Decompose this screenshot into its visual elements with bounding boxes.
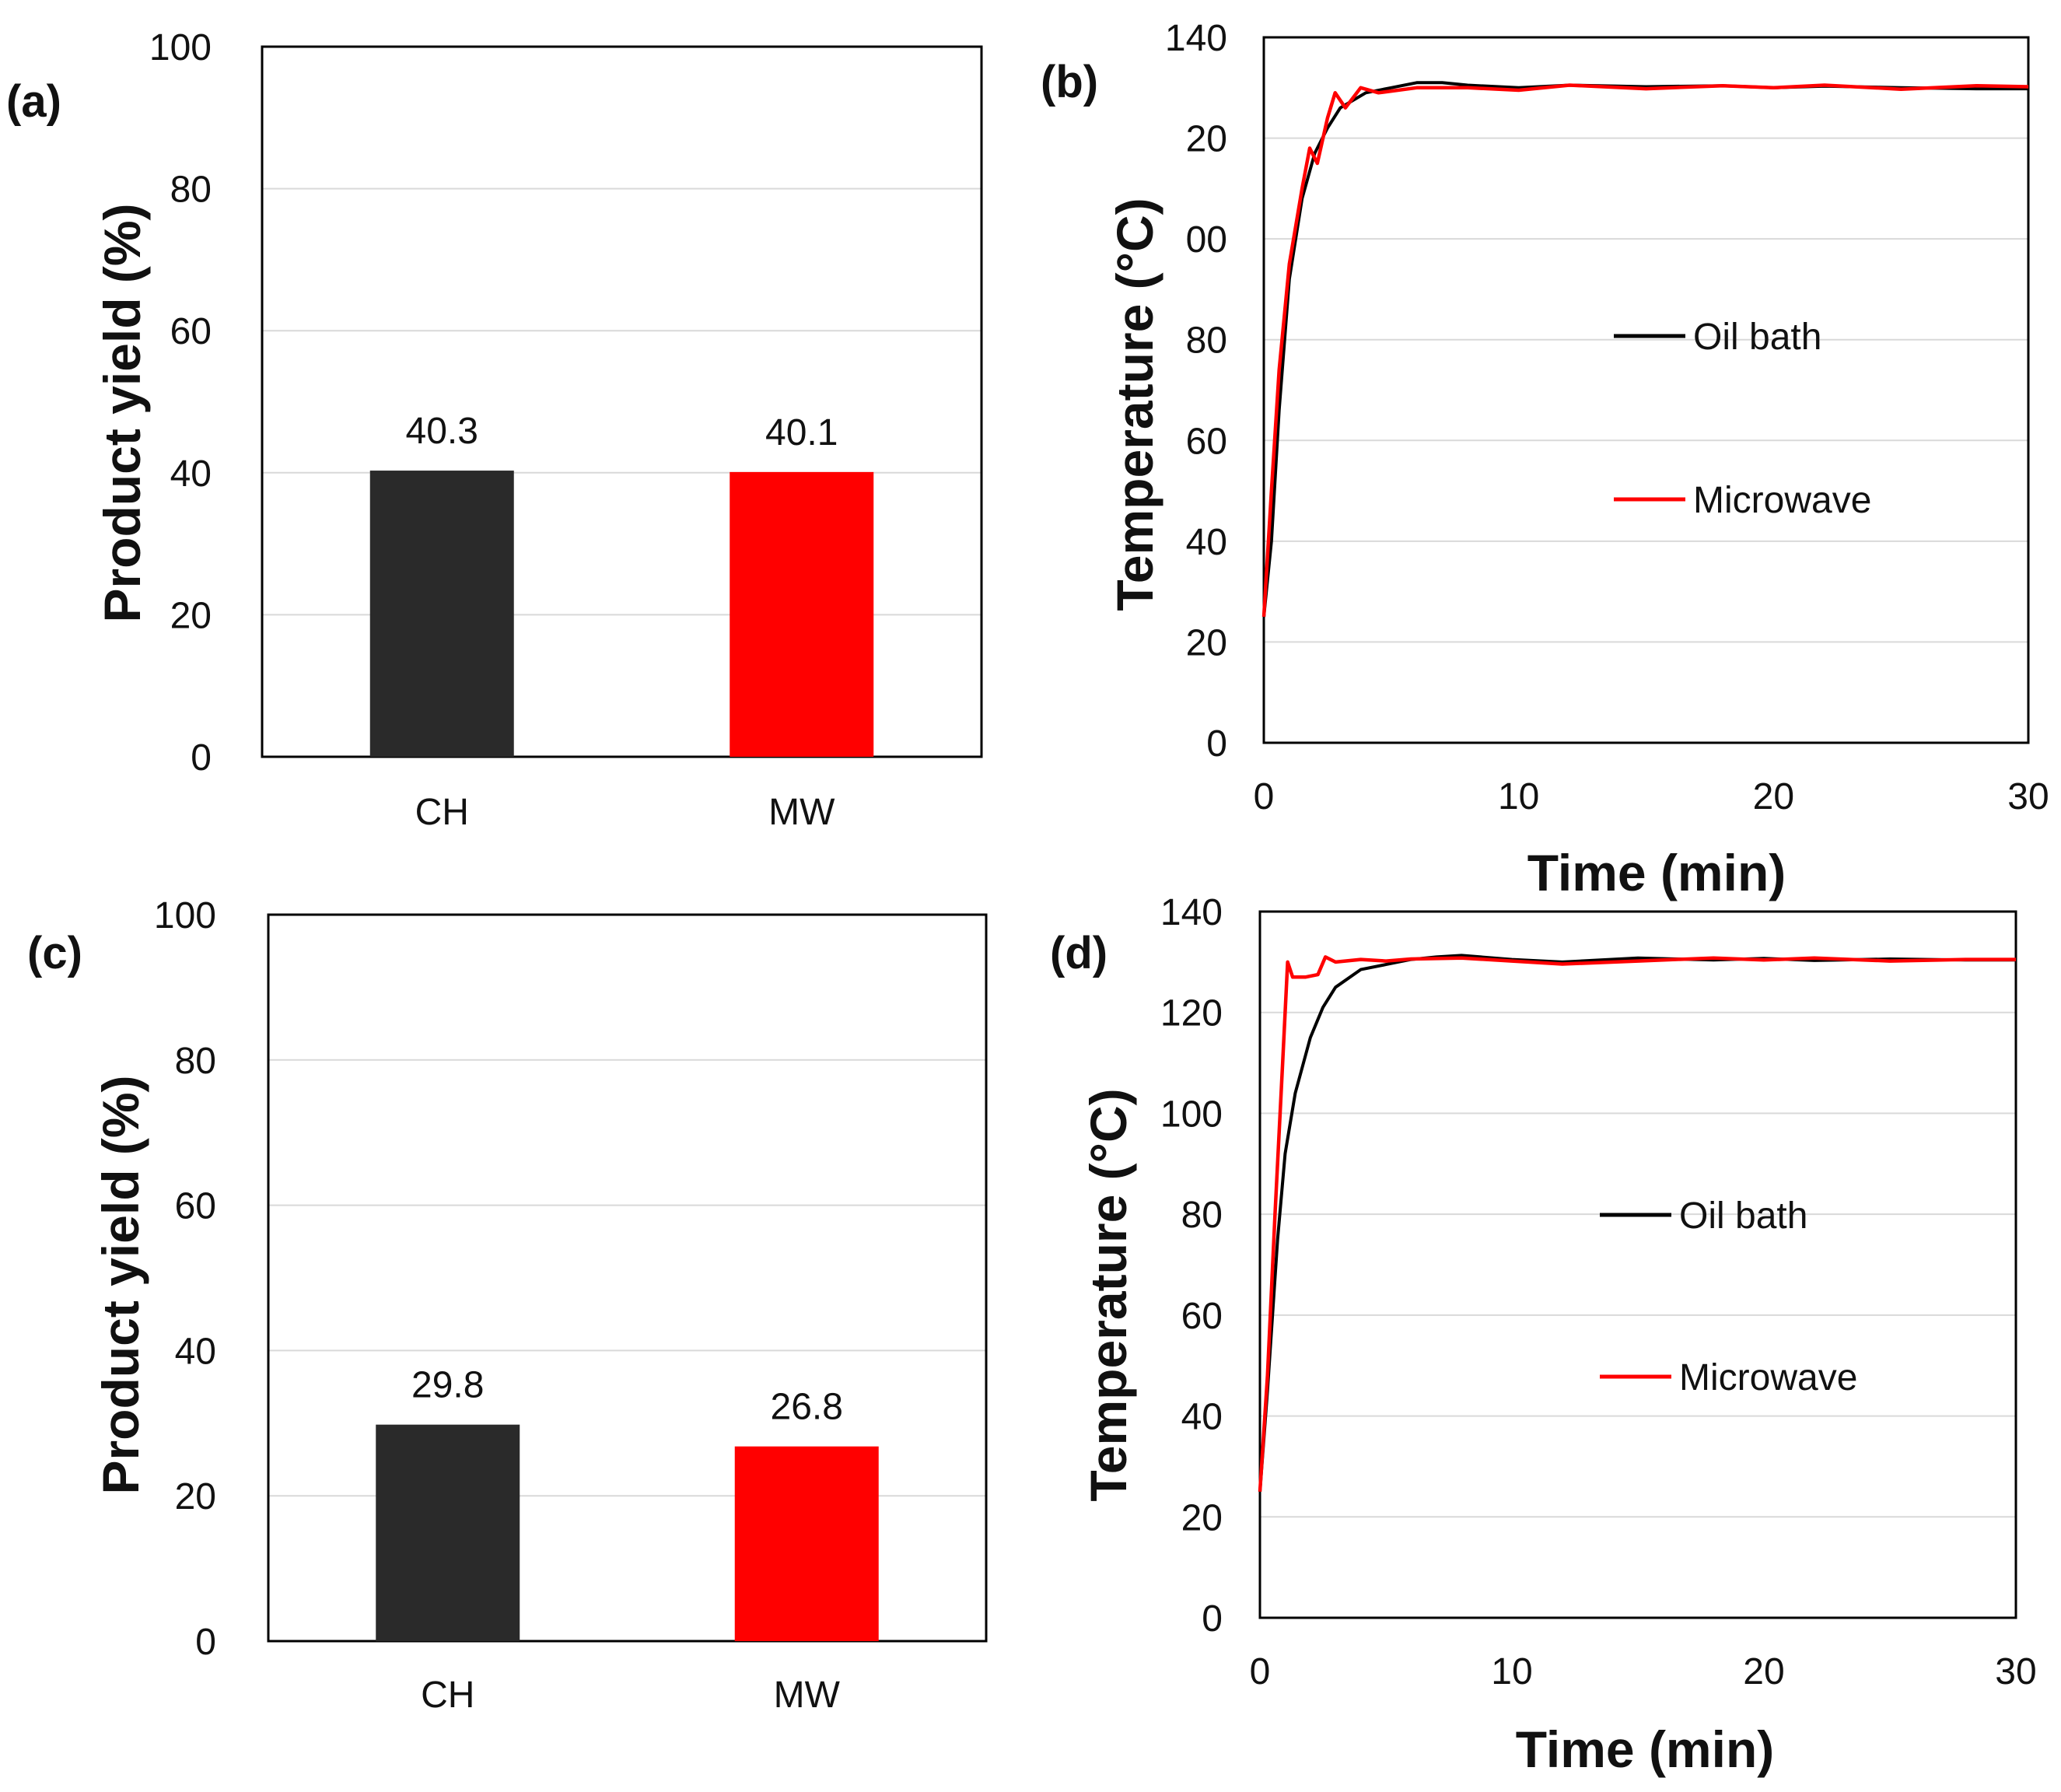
x-axis-label-b: Time (min): [1527, 844, 1786, 901]
y-axis-label-b: Temperature (°C): [1106, 198, 1163, 611]
panel-label-c: (c): [27, 928, 82, 978]
y-tick-label: 40: [170, 453, 212, 495]
legend-label-microwave: Microwave: [1693, 480, 1871, 521]
y-tick-label: 60: [1186, 421, 1227, 462]
y-tick-label: 20: [170, 595, 212, 636]
y-tick-label: 120: [1160, 993, 1223, 1034]
plot-frame: [1262, 36, 2030, 744]
x-tick-label: 20: [1743, 1651, 1784, 1692]
y-tick-label: 100: [1160, 1094, 1223, 1135]
panel-a: (a) Product yield (%) 0 20 40 60 80 100 40.3 CH…: [6, 27, 983, 833]
plot-area-a: 0 20 40 60 80 100 40.3 CH 40.1 MW: [149, 27, 983, 833]
y-tick-label: 0: [195, 1622, 216, 1663]
panel-d: (d) Temperature (°C) Time (min) 0 20 40 60 8…: [1050, 892, 2037, 1778]
x-tick-label: 0: [1254, 776, 1275, 817]
data-label-ch: 40.3: [406, 411, 478, 452]
x-tick-label: 10: [1491, 1651, 1532, 1692]
x-tick-label: 30: [2007, 776, 2049, 817]
y-tick-label: 100: [149, 27, 212, 68]
y-tick-label: 20: [175, 1476, 216, 1517]
y-axis-label-d: Temperature (°C): [1079, 1088, 1137, 1501]
y-axis-label-a: Product yield (%): [93, 203, 151, 622]
y-tick-label: 80: [175, 1041, 216, 1082]
y-tick-label: 00: [1186, 219, 1227, 261]
y-tick-label: 40: [175, 1331, 216, 1372]
y-tick-label: 60: [170, 311, 212, 352]
x-tick-label: 30: [1995, 1651, 2036, 1692]
x-tick-label: CH: [421, 1675, 474, 1716]
plot-frame: [1258, 910, 2017, 1619]
plot-area-c: 0 20 40 60 80 100 29.8 CH 26.8 MW: [154, 895, 988, 1716]
x-tick-label: 20: [1753, 776, 1794, 817]
legend-label-oil-bath: Oil bath: [1679, 1195, 1807, 1237]
bar-mw: [730, 471, 874, 757]
x-tick-label: MW: [774, 1675, 841, 1716]
x-axis-label-d: Time (min): [1516, 1720, 1774, 1778]
panel-c: (c) Product yield (%) 0 20 40 60 80 100 29.8 CH…: [27, 895, 988, 1716]
x-tick-label: 10: [1498, 776, 1539, 817]
plot-area-b: 0 20 40 60 80 00 20 140 0 10 20 30 Oil bath Microwave: [1165, 18, 2049, 817]
y-tick-label: 0: [1206, 723, 1227, 765]
plot-frame: [261, 45, 983, 758]
y-tick-label: 60: [1181, 1296, 1223, 1337]
legend-label-microwave: Microwave: [1679, 1357, 1857, 1398]
series-line-oil-bath: [1258, 954, 2016, 1493]
bar-mw: [734, 1446, 879, 1641]
y-axis-label-c: Product yield (%): [92, 1075, 149, 1494]
x-tick-label: CH: [415, 792, 469, 833]
y-tick-label: 60: [175, 1186, 216, 1227]
y-tick-label: 140: [1160, 892, 1223, 933]
data-label-mw: 26.8: [771, 1387, 843, 1428]
y-tick-label: 40: [1186, 522, 1227, 563]
y-tick-label: 0: [191, 737, 212, 779]
series-line-oil-bath: [1262, 81, 2028, 618]
y-tick-label: 0: [1202, 1598, 1223, 1640]
y-tick-label: 40: [1181, 1397, 1223, 1438]
y-tick-label: 80: [170, 170, 212, 211]
y-tick-label: 20: [1186, 622, 1227, 663]
data-label-mw: 40.1: [765, 412, 838, 453]
panel-b: (b) Temperature (°C) Time (min) 0 20 40 60 8…: [1041, 18, 2049, 901]
y-tick-label: 20: [1186, 119, 1227, 160]
legend-label-oil-bath: Oil bath: [1693, 317, 1821, 358]
y-tick-label: 100: [154, 895, 216, 936]
series-line-microwave: [1258, 955, 2016, 1493]
panel-label-a: (a): [6, 76, 61, 127]
bar-ch: [376, 1424, 520, 1641]
y-tick-label: 80: [1186, 320, 1227, 362]
y-tick-label: 80: [1181, 1195, 1223, 1236]
panel-label-d: (d): [1050, 928, 1107, 978]
y-tick-label: 140: [1165, 18, 1227, 59]
x-tick-label: 0: [1250, 1651, 1271, 1692]
plot-frame: [267, 913, 988, 1643]
plot-area-d: 0 20 40 60 80 100 120 140 0 10 20 30 Oil bath Microwa…: [1160, 892, 2037, 1692]
y-tick-label: 20: [1181, 1497, 1223, 1538]
series-line-microwave: [1261, 83, 2029, 618]
data-label-ch: 29.8: [411, 1365, 484, 1406]
panel-label-b: (b): [1041, 57, 1098, 107]
bar-ch: [369, 471, 514, 757]
x-tick-label: MW: [768, 792, 835, 833]
